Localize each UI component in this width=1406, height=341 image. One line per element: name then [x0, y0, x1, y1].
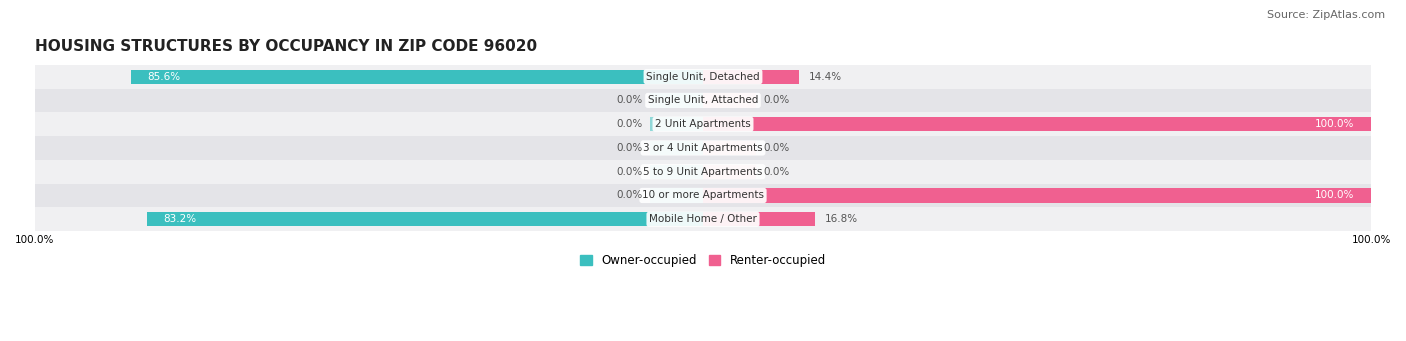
Text: 0.0%: 0.0% — [617, 191, 643, 201]
Text: 0.0%: 0.0% — [617, 95, 643, 105]
Bar — [35, 183, 1371, 207]
Bar — [703, 188, 1371, 203]
Bar — [650, 141, 703, 155]
Bar — [650, 117, 703, 131]
Text: 0.0%: 0.0% — [763, 167, 789, 177]
Bar — [35, 136, 1371, 160]
Text: 0.0%: 0.0% — [617, 143, 643, 153]
Bar — [650, 165, 703, 179]
Bar — [703, 165, 756, 179]
Text: 16.8%: 16.8% — [825, 214, 859, 224]
Text: 2 Unit Apartments: 2 Unit Apartments — [655, 119, 751, 129]
Text: 10 or more Apartments: 10 or more Apartments — [643, 191, 763, 201]
Text: 0.0%: 0.0% — [763, 95, 789, 105]
Text: HOUSING STRUCTURES BY OCCUPANCY IN ZIP CODE 96020: HOUSING STRUCTURES BY OCCUPANCY IN ZIP C… — [35, 39, 537, 54]
Legend: Owner-occupied, Renter-occupied: Owner-occupied, Renter-occupied — [575, 249, 831, 272]
Bar — [131, 70, 703, 84]
Text: 100.0%: 100.0% — [1315, 119, 1354, 129]
Bar — [703, 93, 756, 107]
Text: 85.6%: 85.6% — [148, 72, 181, 81]
Text: 0.0%: 0.0% — [617, 167, 643, 177]
Text: 0.0%: 0.0% — [617, 119, 643, 129]
Text: 0.0%: 0.0% — [763, 143, 789, 153]
Bar — [148, 212, 703, 226]
Bar — [703, 70, 799, 84]
Text: 14.4%: 14.4% — [810, 72, 842, 81]
Bar — [650, 188, 703, 203]
Text: Mobile Home / Other: Mobile Home / Other — [650, 214, 756, 224]
Bar — [35, 207, 1371, 231]
Bar — [650, 93, 703, 107]
Bar — [35, 65, 1371, 89]
Bar — [35, 160, 1371, 183]
Text: 5 to 9 Unit Apartments: 5 to 9 Unit Apartments — [644, 167, 762, 177]
Text: 3 or 4 Unit Apartments: 3 or 4 Unit Apartments — [643, 143, 763, 153]
Bar — [703, 212, 815, 226]
Text: 100.0%: 100.0% — [1315, 191, 1354, 201]
Bar — [35, 89, 1371, 112]
Bar — [35, 112, 1371, 136]
Text: Single Unit, Attached: Single Unit, Attached — [648, 95, 758, 105]
Bar — [703, 141, 756, 155]
Bar — [703, 117, 1371, 131]
Text: Single Unit, Detached: Single Unit, Detached — [647, 72, 759, 81]
Text: 83.2%: 83.2% — [163, 214, 197, 224]
Text: Source: ZipAtlas.com: Source: ZipAtlas.com — [1267, 10, 1385, 20]
